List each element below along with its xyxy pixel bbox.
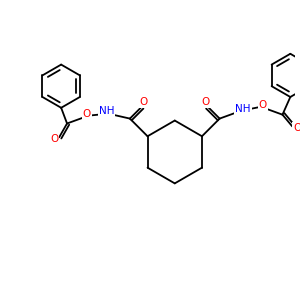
Text: O: O: [293, 123, 300, 134]
Text: O: O: [82, 109, 91, 119]
Text: O: O: [202, 97, 210, 107]
Text: NH: NH: [236, 104, 251, 114]
Text: NH: NH: [99, 106, 114, 116]
Text: O: O: [140, 97, 148, 107]
Text: O: O: [50, 134, 58, 144]
Text: O: O: [259, 100, 267, 110]
